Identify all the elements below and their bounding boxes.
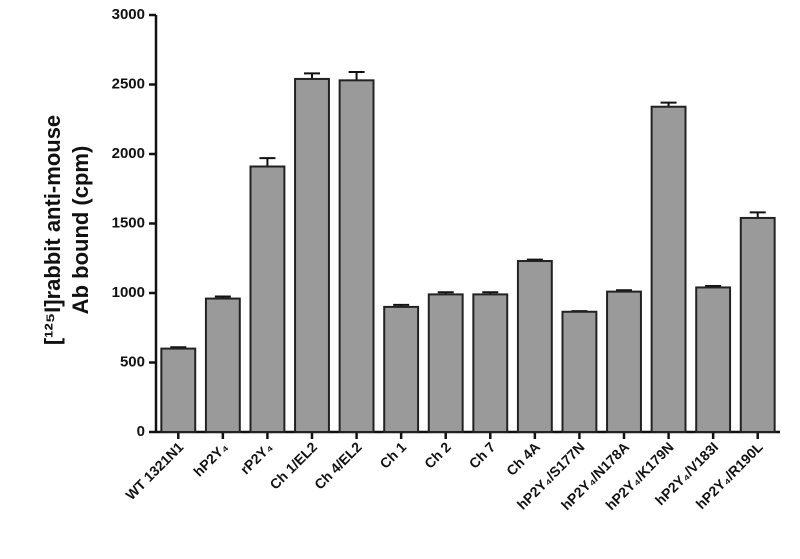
y-axis-label: Ab bound (cpm) [68, 146, 93, 315]
bar [383, 305, 420, 433]
bar [427, 293, 464, 434]
bar [472, 293, 509, 434]
y-tick-label: 500 [120, 353, 145, 370]
bar [650, 105, 687, 434]
bar [294, 77, 330, 433]
bar [249, 165, 286, 433]
bar [204, 297, 241, 433]
x-tick-label: Ch 2 [421, 439, 454, 472]
bar [516, 260, 553, 433]
bar [561, 310, 598, 434]
y-tick-label: 1500 [112, 214, 145, 231]
bar [606, 290, 642, 433]
x-tick-label: rP2Y₄ [237, 439, 276, 478]
y-tick-label: 3000 [112, 6, 145, 23]
x-tick-label: Ch 7 [466, 439, 499, 472]
y-tick-label: 0 [137, 423, 145, 440]
x-tick-label: Ch 1/EL2 [266, 439, 320, 493]
x-tick-label: Ch 4A [503, 439, 543, 479]
bar [160, 347, 197, 434]
y-tick-label: 1000 [112, 284, 145, 301]
x-tick-label: Ch 4/EL2 [311, 439, 365, 493]
y-tick-label: 2000 [112, 145, 145, 162]
bar [338, 79, 375, 434]
x-tick-label: WT 1321N1 [122, 439, 186, 503]
y-axis-label: [¹²⁵I]rabbit anti-mouse [40, 115, 65, 345]
y-tick-label: 2500 [112, 75, 145, 92]
bar [695, 286, 732, 433]
x-tick-label: hP2Y₄ [190, 439, 231, 480]
bar [739, 216, 776, 433]
x-tick-label: Ch 1 [376, 439, 409, 472]
